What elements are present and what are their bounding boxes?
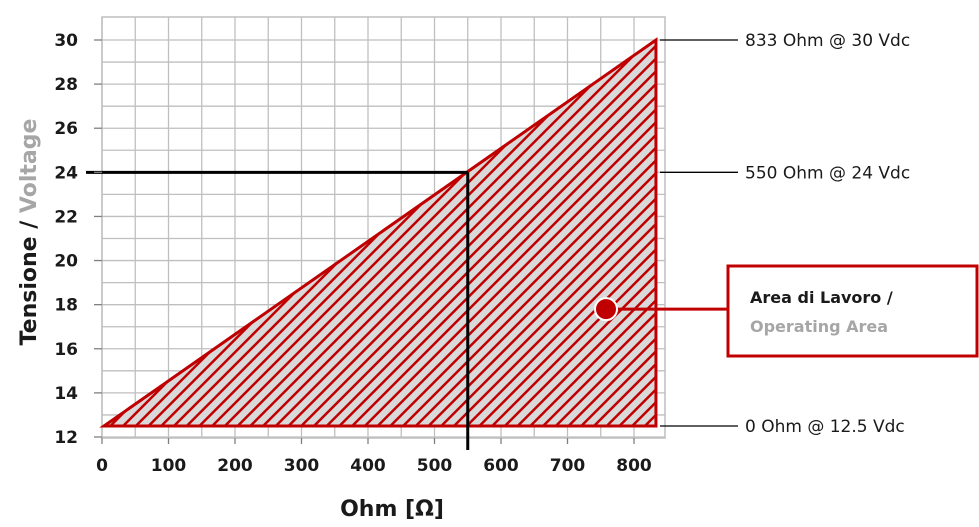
x-tick-label: 400 — [350, 456, 386, 476]
y-axis-title: Tensione / Voltage — [17, 119, 42, 346]
y-tick-label: 16 — [54, 340, 78, 360]
x-tick-label: 500 — [417, 456, 453, 476]
y-tick-label: 26 — [54, 119, 78, 139]
operating-area — [99, 37, 658, 428]
x-tick-label: 600 — [483, 456, 519, 476]
x-tick-label: 800 — [616, 456, 652, 476]
y-tick-label: 14 — [54, 384, 78, 404]
y-tick-label: 18 — [54, 296, 78, 316]
legend-box: Area di Lavoro / Operating Area — [726, 264, 979, 358]
x-axis-title: Ohm [Ω] — [340, 497, 444, 522]
x-tick-label: 200 — [217, 456, 253, 476]
y-axis-title-en: Voltage — [17, 119, 42, 214]
x-tick-label: 700 — [550, 456, 586, 476]
legend-marker — [594, 297, 618, 322]
y-tick-label: 20 — [54, 252, 78, 272]
y-tick-label: 22 — [54, 207, 78, 227]
reference-lines — [86, 170, 470, 450]
x-tick-label: 100 — [151, 456, 187, 476]
y-tick-label: 28 — [54, 75, 78, 95]
annotations: 833 Ohm @ 30 Vdc 550 Ohm @ 24 Vdc 0 Ohm @ … — [594, 31, 910, 437]
annotation-label: 0 Ohm @ 12.5 Vdc — [745, 417, 905, 437]
legend-border — [726, 264, 979, 358]
annotation-label: 833 Ohm @ 30 Vdc — [745, 31, 910, 51]
annotation-label: 550 Ohm @ 24 Vdc — [745, 163, 910, 183]
y-tick-label: 24 — [54, 163, 78, 183]
y-tick-label: 12 — [54, 428, 78, 448]
x-tick-label: 0 — [96, 456, 108, 476]
y-tick-label: 30 — [54, 31, 78, 51]
legend-label-it: Area di Lavoro / — [750, 288, 893, 307]
axes: 0 100 200 300 400 500 600 700 800 12 14 16 18 20 22 24 2… — [54, 31, 652, 476]
operating-area-layer — [99, 37, 658, 428]
x-tick-label: 300 — [284, 456, 320, 476]
y-axis-title-it: Tensione / — [17, 213, 42, 345]
legend-label-en: Operating Area — [750, 317, 888, 336]
